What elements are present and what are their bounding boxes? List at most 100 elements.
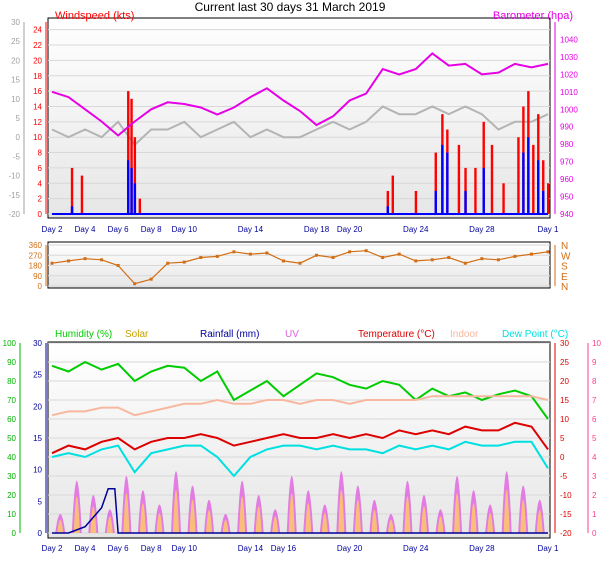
panel-humidity xyxy=(47,341,551,539)
legend-item: Dew Point (°C) xyxy=(502,329,568,340)
wind-gust-bar xyxy=(391,175,394,214)
direction-compass-label: N xyxy=(561,282,568,293)
wind-tick-label: 18 xyxy=(33,72,42,81)
solar-bump xyxy=(520,499,527,533)
wind-gust-bar xyxy=(517,137,520,214)
humidity-tick-label: 0 xyxy=(12,529,17,538)
direction-series xyxy=(51,250,549,285)
wind-gust-bar xyxy=(80,175,84,214)
temp-tick-label: 0 xyxy=(560,453,565,462)
solar-bump xyxy=(338,489,345,533)
solar-bump xyxy=(73,496,80,533)
uv-tick-label: 1 xyxy=(592,510,597,519)
solar-bump xyxy=(503,489,510,533)
uv-tick-label: 0 xyxy=(592,529,597,538)
wind-avg-bar xyxy=(464,190,467,214)
solar-bump xyxy=(288,493,295,533)
x-tick-label-bottom: Day 6 xyxy=(108,544,129,553)
x-tick-label-bottom: Day 10 xyxy=(172,544,198,553)
baro-tick-label: 980 xyxy=(560,140,574,149)
solar-bump xyxy=(354,499,361,533)
solar-bump xyxy=(421,506,427,533)
wind-outer-tick-label: -20 xyxy=(8,210,20,219)
wind-tick-label: 0 xyxy=(38,210,43,219)
humidity-tick-label: 90 xyxy=(7,358,16,367)
wind-tick-label: 12 xyxy=(33,118,42,127)
uv-tick-label: 7 xyxy=(592,396,597,405)
solar-bump xyxy=(321,513,328,533)
indoor-series xyxy=(51,395,549,417)
wind-outer-tick-label: 20 xyxy=(11,56,20,65)
wind-tick-label: 14 xyxy=(33,102,42,111)
wind-tick-label: 24 xyxy=(33,26,42,35)
rain-tick-label: 0 xyxy=(38,529,43,538)
wind-avg-bar xyxy=(127,160,130,214)
x-tick-label-bottom: Day 24 xyxy=(403,544,429,553)
x-tick-label-bottom: Day 4 xyxy=(75,544,96,553)
solar-bump xyxy=(487,513,494,533)
uv-tick-label: 3 xyxy=(592,472,597,481)
wind-outer-tick-label: -5 xyxy=(13,152,21,161)
direction-compass-label: E xyxy=(561,272,568,283)
solar-bump xyxy=(454,493,461,533)
chart-title: Current last 30 days 31 March 2019 xyxy=(195,0,386,14)
temp-tick-label: -5 xyxy=(560,472,568,481)
baro-tick-label: 950 xyxy=(560,193,574,202)
wind-outer-tick-label: 15 xyxy=(11,76,20,85)
uv-tick-label: 8 xyxy=(592,377,597,386)
uv-tick-label: 10 xyxy=(592,339,601,348)
humidity-tick-label: 70 xyxy=(7,396,16,405)
humidity-series xyxy=(51,360,549,420)
wind-tick-label: 10 xyxy=(33,133,42,142)
baro-tick-label: 1000 xyxy=(560,105,578,114)
wind-avg-bar xyxy=(522,152,525,214)
solar-bump xyxy=(189,499,196,533)
wind-avg-bar xyxy=(542,190,545,214)
dewpoint-series xyxy=(51,440,549,478)
temp-tick-label: -15 xyxy=(560,510,572,519)
wind-gust-bar xyxy=(474,167,477,214)
wind-avg-bar xyxy=(434,190,437,214)
wind-gust-bar xyxy=(434,152,437,214)
wind-avg-bar xyxy=(537,160,540,214)
x-tick-label-bottom: Day 2 xyxy=(42,544,63,553)
wind-gust-bar xyxy=(464,167,467,214)
rain-tick-label: 5 xyxy=(38,497,43,506)
temp-tick-label: 10 xyxy=(560,415,569,424)
rain-tick-label: 30 xyxy=(33,339,42,348)
temp-tick-label: 25 xyxy=(560,358,569,367)
solar-bump xyxy=(123,493,130,533)
wind-avg-bar xyxy=(130,167,133,214)
temp-tick-label: 5 xyxy=(560,434,565,443)
x-tick-label-bottom: Day 14 xyxy=(238,544,264,553)
wind-tick-label: 2 xyxy=(38,195,43,204)
wind-outer-tick-label: 5 xyxy=(16,114,21,123)
direction-compass-label: N xyxy=(561,241,568,252)
baro-tick-label: 1010 xyxy=(560,88,578,97)
wind-tick-label: 6 xyxy=(38,164,43,173)
wind-tick-label: 16 xyxy=(33,87,42,96)
rain-tick-label: 20 xyxy=(33,402,42,411)
wind-gust-bar xyxy=(502,183,505,214)
solar-bump xyxy=(139,503,146,533)
wind-outer-tick-label: 0 xyxy=(16,133,21,142)
humidity-tick-label: 60 xyxy=(7,415,16,424)
wind-gust-bar xyxy=(386,190,390,214)
wind-gust-bar xyxy=(532,144,535,214)
temp-tick-label: 15 xyxy=(560,396,569,405)
baro-series xyxy=(51,52,549,137)
wind-tick-label: 8 xyxy=(38,149,43,158)
x-tick-label-top: Day 28 xyxy=(469,225,495,234)
wind-gust-bar xyxy=(70,167,74,214)
direction-tick-label: 360 xyxy=(29,241,43,250)
legend-item: Rainfall (mm) xyxy=(200,329,259,340)
uv-tick-label: 4 xyxy=(592,453,597,462)
solar-bump xyxy=(222,519,229,533)
temp-tick-label: -10 xyxy=(560,491,572,500)
legend-item: Indoor xyxy=(450,329,479,340)
solar-bump xyxy=(173,489,179,533)
rain-tick-label: 25 xyxy=(33,371,42,380)
wind-gust-bar xyxy=(542,160,545,214)
baro-tick-label: 970 xyxy=(560,158,574,167)
